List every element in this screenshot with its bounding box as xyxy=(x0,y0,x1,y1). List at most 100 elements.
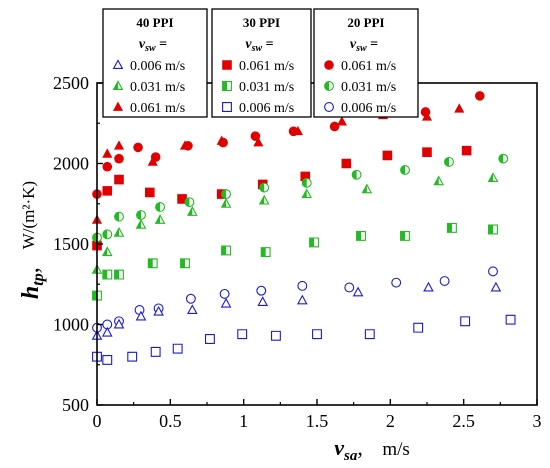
data-point xyxy=(288,126,299,137)
legend-marker xyxy=(112,80,124,91)
data-point xyxy=(134,305,145,315)
data-point xyxy=(253,137,264,147)
legend-group-3: 20 PPI vsw = 0.061 m/s 0.031 m/s 0.006 m/s xyxy=(313,8,419,118)
data-point xyxy=(220,197,232,208)
data-point xyxy=(221,189,232,200)
data-point xyxy=(114,174,124,185)
data-point xyxy=(136,210,146,220)
y-axis-label: htp,W/(m²·K) xyxy=(18,181,47,299)
data-point xyxy=(101,326,113,337)
data-point xyxy=(221,245,232,256)
legend-entry: 0.031 m/s xyxy=(112,80,185,95)
data-point xyxy=(420,107,431,117)
data-point xyxy=(219,288,230,299)
data-point xyxy=(351,169,362,180)
data-point xyxy=(433,175,445,186)
data-point xyxy=(135,310,147,321)
legend-label: 0.031 m/s xyxy=(239,80,294,95)
series-triangle-filled-0 xyxy=(91,103,465,224)
data-point xyxy=(391,277,402,288)
legend-marker xyxy=(222,102,232,112)
data-point xyxy=(113,140,125,150)
data-point xyxy=(114,153,124,164)
data-point xyxy=(297,280,308,291)
data-point xyxy=(237,329,248,340)
legend: 40 PPI vsw = 0.006 m/s 0.031 m/s 0.061 m/s 30… xyxy=(102,8,419,118)
data-point xyxy=(184,197,195,208)
legend-entry: 0.006 m/s xyxy=(112,59,185,74)
legend-title: 30 PPI xyxy=(243,15,280,30)
y-tick-label: 1000 xyxy=(53,315,89,335)
data-point xyxy=(150,346,161,357)
data-point xyxy=(101,246,113,257)
legend-title: 20 PPI xyxy=(347,15,384,30)
data-point xyxy=(102,269,113,280)
data-point xyxy=(172,343,183,354)
legend-entry: 0.006 m/s xyxy=(222,101,294,116)
data-point xyxy=(187,304,198,315)
data-point xyxy=(102,319,113,330)
data-point xyxy=(498,153,509,164)
data-point xyxy=(361,183,373,194)
legend-label: 0.061 m/s xyxy=(239,59,294,74)
data-point xyxy=(180,258,190,269)
data-point xyxy=(204,334,215,344)
data-point xyxy=(460,316,471,327)
data-point xyxy=(341,158,352,169)
data-point xyxy=(364,329,375,340)
legend-label: 0.006 m/s xyxy=(341,101,396,116)
data-point xyxy=(487,172,499,183)
legend-marker xyxy=(324,102,334,112)
legend-entry: 0.031 m/s xyxy=(324,80,396,95)
legend-marker xyxy=(222,60,232,70)
data-point xyxy=(155,202,166,212)
legend-vsw-label: vsw = xyxy=(245,37,273,54)
x-tick-label: 2 xyxy=(386,411,395,431)
data-point xyxy=(257,296,269,306)
data-point xyxy=(153,305,164,316)
data-point xyxy=(309,237,320,248)
data-point xyxy=(413,322,424,333)
x-axis-label: vsa, m/s xyxy=(334,435,410,464)
legend-entry: 0.006 m/s xyxy=(324,101,396,116)
data-point xyxy=(114,211,124,222)
legend-title: 40 PPI xyxy=(136,15,173,30)
data-point xyxy=(147,258,158,269)
y-axis-label-unit: W/(m²·K) xyxy=(19,181,38,249)
data-point xyxy=(439,276,450,286)
data-point xyxy=(422,147,432,158)
data-point xyxy=(154,214,166,224)
y-axis-label-main: h xyxy=(18,286,44,299)
data-point xyxy=(297,294,308,305)
data-point xyxy=(218,137,228,148)
legend-vsw-label: vsw = xyxy=(139,37,167,54)
data-point xyxy=(329,121,340,132)
data-point xyxy=(356,230,366,241)
legend-label: 0.061 m/s xyxy=(341,59,396,74)
data-point xyxy=(352,286,364,297)
data-point xyxy=(400,165,410,175)
data-point xyxy=(187,206,198,216)
data-point xyxy=(301,177,312,188)
y-axis-label-sub: tp xyxy=(30,273,47,285)
legend-label: 0.031 m/s xyxy=(130,80,185,95)
x-tick-label: 1.5 xyxy=(306,411,329,431)
series-triangle-half-4 xyxy=(91,172,499,274)
x-tick-label: 2.5 xyxy=(452,411,475,431)
legend-box xyxy=(102,8,208,118)
legend-label: 0.006 m/s xyxy=(239,101,294,116)
series-square-half-5 xyxy=(92,222,498,301)
x-axis-label-sub: sa xyxy=(343,448,358,464)
data-point xyxy=(423,281,434,292)
legend-vsw-label: vsw = xyxy=(350,37,378,54)
data-point xyxy=(344,282,355,293)
legend-group-1: 40 PPI vsw = 0.006 m/s 0.031 m/s 0.061 m/s xyxy=(102,8,208,118)
legend-label: 0.031 m/s xyxy=(341,80,396,95)
data-point xyxy=(258,194,270,205)
data-point xyxy=(400,230,410,241)
data-point xyxy=(135,218,147,229)
data-point xyxy=(150,152,161,162)
series-circle-open-6 xyxy=(92,266,498,333)
y-tick-label: 1500 xyxy=(53,234,89,254)
